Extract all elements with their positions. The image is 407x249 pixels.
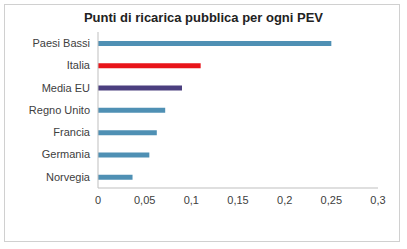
svg-text:Regno Unito: Regno Unito [29,104,90,116]
html-text:Punti di ricarica pubblica per: Punti di ricarica pubblica per ogni PEV [83,10,323,25]
svg-text:0,05: 0,05 [134,194,155,206]
svg-text:0,25: 0,25 [321,194,342,206]
svg-text:0,1: 0,1 [184,194,199,206]
svg-text:Paesi Bassi: Paesi Bassi [33,37,90,49]
svg-text:Norvegia: Norvegia [46,171,91,183]
svg-text:Italia: Italia [67,59,91,71]
svg-text:0,15: 0,15 [227,194,248,206]
svg-text:0,3: 0,3 [370,194,385,206]
svg-text:Media EU: Media EU [42,82,90,94]
svg-text:Francia: Francia [53,126,91,138]
svg-text:0: 0 [95,194,101,206]
svg-text:0,2: 0,2 [277,194,292,206]
svg-text:Germania: Germania [42,148,91,160]
